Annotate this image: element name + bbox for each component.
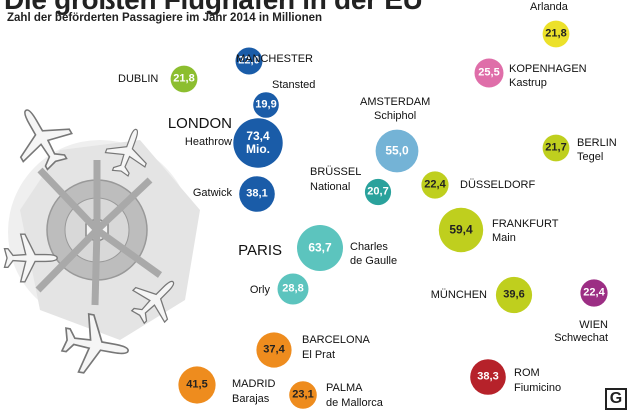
name-label-wien: WIEN: [579, 319, 608, 331]
publisher-logo: G: [605, 388, 627, 410]
bubble-wien: [580, 279, 608, 307]
value-label-stansted: 19,9: [255, 98, 277, 111]
sub-label-bruessel: National: [310, 181, 351, 193]
bubble-frankfurt: [438, 207, 484, 253]
airplane-icon: [60, 313, 129, 374]
sub-label-madrid: Barajas: [232, 393, 270, 405]
bubble-cdg: [297, 225, 343, 271]
value-label-barcelona: 37,4: [263, 343, 285, 356]
bubble-berlin: [542, 134, 570, 162]
value-label-bruessel: 20,7: [367, 185, 389, 198]
sub-label-kopenhagen: Kastrup: [509, 77, 547, 89]
bubble-rom: [470, 359, 506, 395]
sub-label-frankfurt: Main: [492, 232, 516, 244]
name-label-madrid: MADRID: [232, 378, 276, 390]
bubble-kopenhagen: [474, 58, 504, 88]
name-label-rom: ROM: [514, 367, 540, 379]
jet-bridge: [91, 229, 101, 306]
name-label-amsterdam: AMSTERDAM: [360, 96, 431, 108]
name-label-stansted: Stansted: [272, 79, 316, 91]
unit-heathrow: Mio.: [246, 142, 270, 156]
bubble-manchester: [235, 47, 263, 75]
value-label-frankfurt: 59,4: [449, 222, 473, 237]
name-label-cdg: Charles: [350, 241, 388, 253]
jet-bridge: [35, 227, 100, 293]
airplane-icon: [19, 109, 73, 171]
name-label-barcelona: BARCELONA: [302, 334, 370, 346]
name-label-gatwick: Gatwick: [192, 187, 232, 199]
bubble-madrid: [178, 366, 216, 404]
value-label-duesseldorf: 22,4: [424, 178, 446, 191]
value-label-palma: 23,1: [292, 388, 314, 401]
airplane-icon: [130, 280, 175, 325]
sub-label-barcelona: El Prat: [302, 349, 336, 361]
value-label-cdg: 63,7: [308, 240, 332, 255]
city-label-london: LONDON: [167, 115, 232, 132]
name-label-heathrow: Heathrow: [184, 136, 232, 148]
value-label-dublin: 21,8: [173, 72, 195, 85]
value-heathrow: 73,4: [246, 129, 270, 143]
bubble-barcelona: [256, 332, 292, 368]
chart-subtitle: Zahl der beförderten Passagiere im Jahr …: [7, 12, 323, 24]
sub-label-wien: Schwechat: [554, 332, 608, 344]
value-label-madrid: 41,5: [186, 378, 208, 391]
airplane-icon: [104, 128, 147, 177]
value-label-berlin: 21,7: [545, 141, 567, 154]
bubble-palma: [289, 381, 317, 409]
bubble-stansted: [253, 92, 279, 118]
value-label-rom: 38,3: [477, 370, 499, 383]
value-label-kopenhagen: 25,5: [478, 66, 500, 79]
name-label-kopenhagen: KOPENHAGEN: [509, 63, 587, 75]
bubble-bruessel: [364, 178, 392, 206]
value-label-manchester: 22,0: [238, 54, 260, 67]
name-label-muenchen: MÜNCHEN: [430, 289, 487, 301]
jet-bridge: [94, 177, 153, 233]
value-label-wien: 22,4: [583, 286, 605, 299]
bubble-duesseldorf: [421, 171, 449, 199]
name-label-frankfurt: FRANKFURT: [492, 218, 559, 230]
name-label-berlin: BERLIN: [577, 137, 617, 149]
value-label-arlanda: 21,8: [545, 27, 567, 40]
value-label-gatwick: 38,1: [246, 187, 268, 200]
value-label-muenchen: 39,6: [503, 288, 525, 301]
jet-bridge: [37, 167, 100, 233]
bubble-orly: [277, 273, 309, 305]
name-label-manchester: MANCHESTER: [236, 53, 314, 65]
jet-bridge: [94, 227, 163, 278]
bubble-layer: [170, 20, 608, 409]
sub-label-berlin: Tegel: [577, 151, 604, 163]
bubble-heathrow: [233, 118, 283, 168]
value-label-amsterdam: 55,0: [385, 143, 409, 158]
name-label-arlanda: Arlanda: [530, 1, 568, 13]
chart-title: Die größten Flughäfen in der EU: [4, 0, 423, 16]
value-label-orly: 28,8: [282, 282, 304, 295]
name-label-duesseldorf: DÜSSELDORF: [460, 179, 536, 191]
name-label-dublin: DUBLIN: [118, 73, 159, 85]
value-label-heathrow: 73,4 Mio.: [246, 130, 270, 156]
city-label-paris: PARIS: [238, 242, 282, 259]
name-label-palma: PALMA: [326, 382, 363, 394]
bubble-dublin: [170, 65, 198, 93]
airplane-icon: [3, 233, 58, 283]
airport-illustration: [3, 109, 200, 374]
bubble-amsterdam: [375, 129, 419, 173]
bubble-arlanda: [542, 20, 570, 48]
sub-label-cdg: de Gaulle: [350, 255, 398, 267]
bubble-gatwick: [239, 176, 275, 212]
sub-label-amsterdam: Schiphol: [374, 110, 417, 122]
name-label-orly: Orly: [249, 284, 270, 296]
name-label-bruessel: BRÜSSEL: [310, 166, 362, 178]
bubble-muenchen: [495, 276, 533, 314]
sub-label-palma: de Mallorca: [326, 397, 383, 409]
sub-label-rom: Fiumicino: [514, 382, 562, 394]
